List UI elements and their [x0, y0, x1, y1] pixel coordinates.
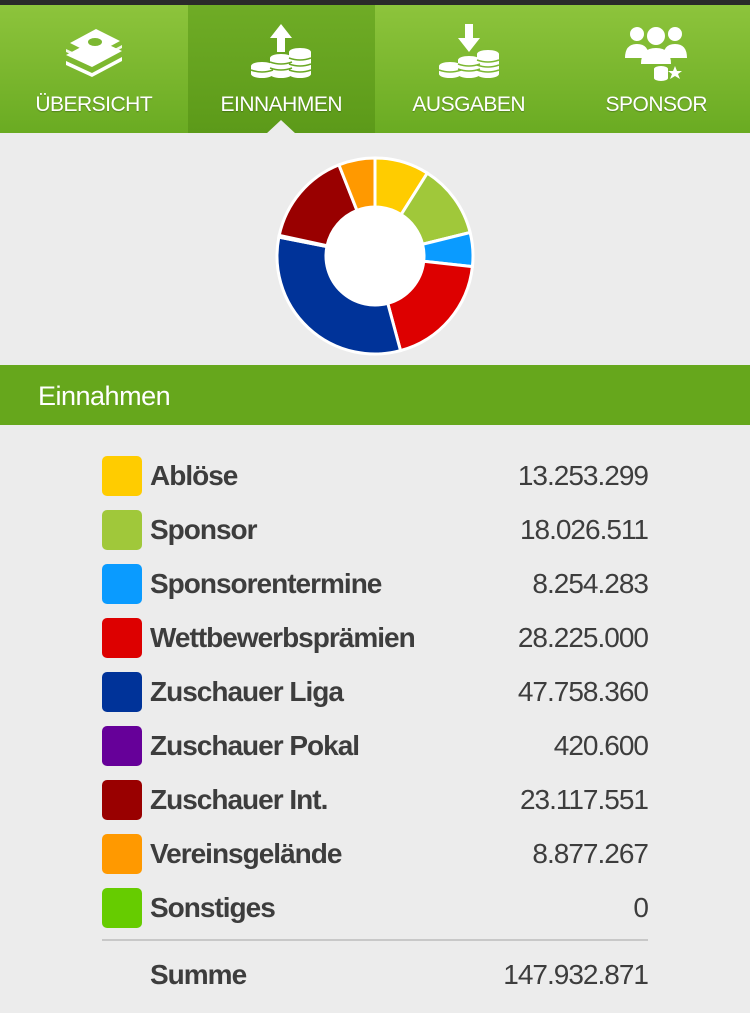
legend-label: Vereinsgelände	[150, 838, 342, 869]
tab-einnahmen[interactable]: EINNAHMEN	[187, 5, 375, 134]
legend-row-zuschauer-pokal: Zuschauer Pokal 420.600	[102, 719, 649, 773]
legend-label: Ablöse	[150, 460, 238, 491]
coins-arrow-up-icon	[246, 19, 316, 87]
legend-swatch	[102, 618, 142, 658]
legend-row-sponsorentermine: Sponsorentermine 8.254.283	[102, 557, 649, 611]
active-tab-pointer	[266, 120, 297, 134]
status-strip	[0, 0, 750, 5]
legend-label: Sponsorentermine	[150, 568, 382, 599]
legend-label: Zuschauer Liga	[150, 676, 344, 707]
legend-value: 28.225.000	[517, 622, 649, 653]
tab-uebersicht[interactable]: ÜBERSICHT	[0, 5, 188, 133]
legend-value: 420.600	[553, 730, 649, 761]
legend-value: 8.254.283	[532, 568, 649, 599]
legend-value: 13.253.299	[517, 460, 649, 491]
income-donut-chart	[275, 156, 475, 356]
legend-swatch	[102, 780, 142, 820]
legend-label: Sponsor	[150, 514, 258, 545]
legend-value: 18.026.511	[519, 514, 649, 545]
sum-value: 147.932.871	[503, 959, 649, 990]
sum-label: Summe	[150, 959, 247, 990]
tab-einnahmen-label: EINNAHMEN	[220, 93, 342, 116]
sum-row: Summe 147.932.871	[102, 948, 649, 1002]
tab-bar: ÜBERSICHT	[0, 5, 750, 134]
sum-divider	[102, 939, 648, 941]
section-title: Einnahmen	[38, 381, 171, 411]
legend-row-vereinsgelaende: Vereinsgelände 8.877.267	[102, 827, 649, 881]
legend-row-sponsor: Sponsor 18.026.511	[102, 503, 649, 557]
legend-label: Wettbewerbsprämien	[150, 622, 416, 653]
income-legend: Ablöse 13.253.299 Sponsor 18.026.511 Spo…	[102, 449, 649, 935]
tab-sponsor[interactable]: SPONSOR	[563, 5, 750, 133]
legend-row-abloese: Ablöse 13.253.299	[102, 449, 649, 503]
legend-swatch	[102, 510, 142, 550]
legend-value: 8.877.267	[532, 838, 649, 869]
legend-swatch	[102, 834, 142, 874]
legend-row-wettbewerbspraemien: Wettbewerbsprämien 28.225.000	[102, 611, 649, 665]
tab-ausgaben-label: AUSGABEN	[412, 93, 526, 116]
tab-uebersicht-label: ÜBERSICHT	[35, 93, 153, 116]
tab-sponsor-label: SPONSOR	[605, 93, 708, 116]
legend-value: 0	[633, 892, 649, 923]
income-chart-area	[0, 133, 750, 365]
legend-value: 23.117.551	[519, 784, 649, 815]
legend-row-zuschauer-liga: Zuschauer Liga 47.758.360	[102, 665, 649, 719]
legend-row-zuschauer-int: Zuschauer Int. 23.117.551	[102, 773, 649, 827]
donut-hole	[326, 207, 424, 305]
legend-swatch	[102, 726, 142, 766]
legend-swatch	[102, 456, 142, 496]
section-header: Einnahmen	[0, 365, 750, 425]
legend-value: 47.758.360	[517, 676, 649, 707]
legend-swatch	[102, 564, 142, 604]
legend-label: Zuschauer Pokal	[150, 730, 360, 761]
legend-swatch	[102, 888, 142, 928]
coins-arrow-down-icon	[434, 19, 504, 87]
legend-label: Zuschauer Int.	[150, 784, 328, 815]
legend-row-sonstiges: Sonstiges 0	[102, 881, 649, 935]
legend-swatch	[102, 672, 142, 712]
legend-label: Sonstiges	[150, 892, 276, 923]
money-stack-icon	[59, 19, 129, 87]
sponsor-people-icon	[621, 19, 691, 87]
tab-ausgaben[interactable]: AUSGABEN	[375, 5, 563, 133]
